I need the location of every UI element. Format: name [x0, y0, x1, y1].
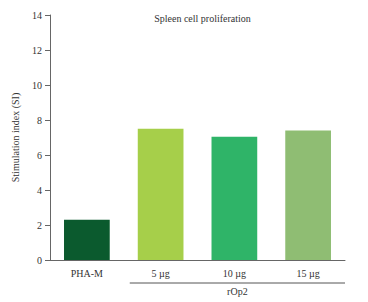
svg-text:PHA-M: PHA-M: [71, 268, 103, 279]
svg-text:rOp2: rOp2: [227, 286, 248, 297]
svg-text:4: 4: [37, 185, 42, 196]
svg-text:12: 12: [32, 45, 42, 56]
svg-text:6: 6: [37, 150, 42, 161]
svg-text:14: 14: [32, 10, 42, 21]
svg-text:10 µg: 10 µg: [223, 268, 246, 279]
svg-text:2: 2: [37, 220, 42, 231]
svg-text:10: 10: [32, 80, 42, 91]
svg-text:Stimulation index (SI): Stimulation index (SI): [10, 93, 22, 182]
svg-text:15 µg: 15 µg: [296, 268, 319, 279]
svg-text:5 µg: 5 µg: [151, 268, 169, 279]
svg-text:0: 0: [37, 255, 42, 266]
svg-text:Spleen cell proliferation: Spleen cell proliferation: [154, 13, 251, 24]
svg-text:8: 8: [37, 115, 42, 126]
